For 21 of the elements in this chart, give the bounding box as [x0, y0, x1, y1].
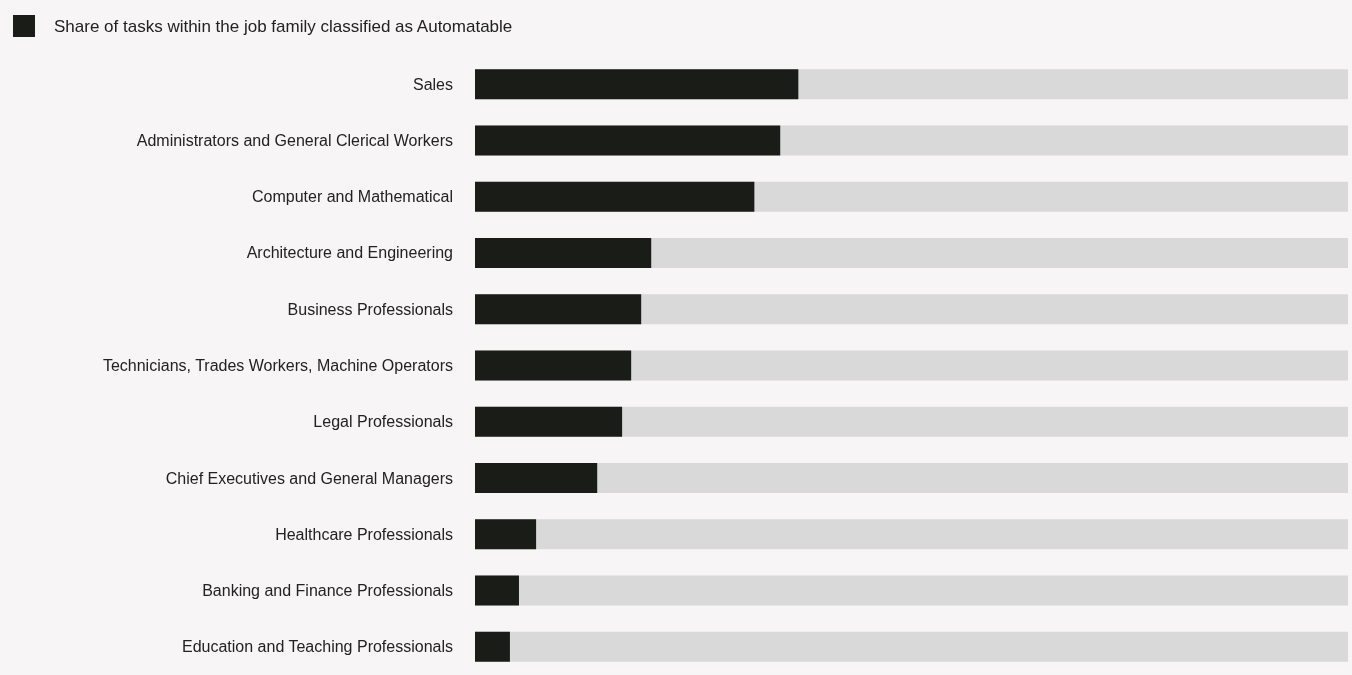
bar — [475, 237, 652, 268]
bar — [475, 294, 642, 325]
y-tick-label: Administrators and General Clerical Workers — [136, 131, 453, 149]
y-tick-label: Sales — [412, 75, 453, 93]
y-tick-label: Education and Teaching Professionals — [182, 638, 453, 656]
y-tick-label: Business Professionals — [287, 300, 453, 318]
bar — [475, 519, 537, 550]
bar — [475, 463, 598, 494]
y-tick-label: Architecture and Engineering — [246, 244, 453, 262]
bar — [475, 406, 623, 437]
legend-label: Share of tasks within the job family classified as Automatable — [54, 16, 513, 36]
y-tick-label: Banking and Finance Professionals — [202, 582, 453, 600]
y-tick-label: Technicians, Trades Workers, Machine Operators — [102, 357, 453, 374]
y-tick-label: Computer and Mathematical — [252, 188, 453, 206]
bar — [475, 181, 755, 212]
bar — [475, 575, 519, 606]
y-tick-label: Healthcare Professionals — [275, 525, 453, 543]
y-tick-label: Legal Professionals — [313, 413, 453, 431]
bar — [475, 631, 510, 662]
y-tick-label: Chief Executives and General Managers — [165, 469, 453, 487]
bar — [475, 350, 632, 381]
